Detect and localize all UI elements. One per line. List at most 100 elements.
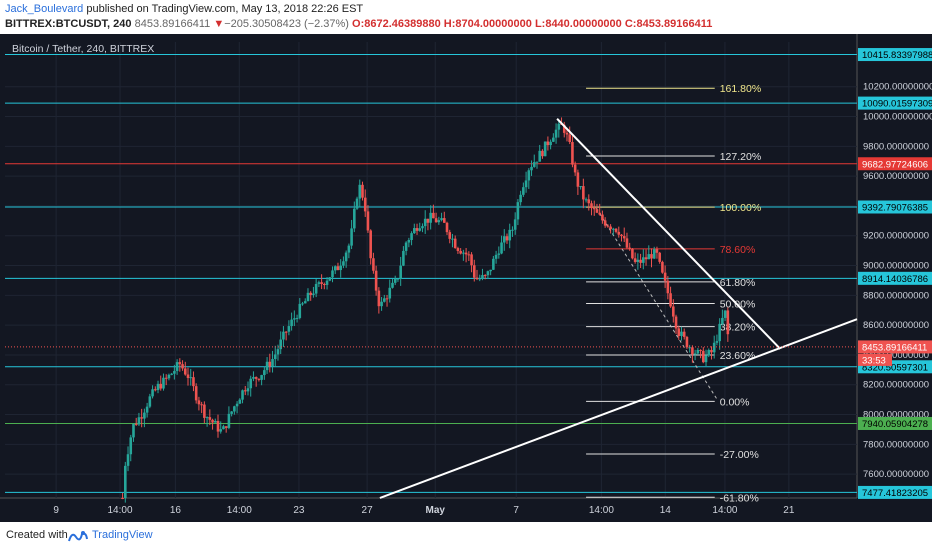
- candle-body: [181, 364, 184, 369]
- candle-body: [625, 238, 629, 248]
- y-tick-label: 8800.00000000: [863, 290, 929, 301]
- candle-body: [704, 355, 708, 363]
- candle-body: [388, 287, 392, 299]
- down-arrow-icon: ▼: [213, 18, 225, 30]
- candle-body: [246, 388, 250, 392]
- candle-body: [622, 236, 626, 239]
- candle-body: [584, 199, 588, 201]
- trendline[interactable]: [556, 118, 782, 350]
- candle-body: [366, 211, 370, 231]
- candle-body: [685, 336, 689, 348]
- candle-body: [628, 247, 631, 249]
- candle-body: [565, 132, 569, 135]
- fib-level-label: 161.80%: [720, 83, 761, 95]
- x-tick-label: 14:00: [108, 505, 133, 516]
- countdown-label: 33:53: [862, 355, 886, 366]
- candle-body: [273, 354, 277, 360]
- level-price-tag: [858, 96, 932, 110]
- candle-body: [333, 266, 337, 271]
- candle-body: [213, 420, 217, 423]
- candle-body: [183, 368, 187, 375]
- level-price-tag: [858, 48, 932, 62]
- candle-body: [295, 317, 299, 319]
- price-chart[interactable]: 10200.00000000 10000.00000000 9800.0000000…: [0, 34, 932, 522]
- candle-body: [309, 292, 312, 295]
- last-price: 8453.89166411: [134, 18, 211, 30]
- candle-body: [486, 271, 490, 276]
- created-with-text: Created with: [6, 529, 68, 541]
- candle-body: [426, 218, 430, 223]
- candle-body: [137, 417, 141, 425]
- x-tick-label: 27: [362, 505, 374, 516]
- candle-body: [445, 222, 449, 233]
- candle-body: [279, 339, 283, 350]
- candle-body: [527, 170, 531, 181]
- candle-body: [644, 257, 648, 260]
- candle-body: [383, 298, 386, 302]
- candle-body: [241, 390, 244, 400]
- symbol-label: BITTREX:BTCUSDT, 240: [5, 18, 132, 30]
- candle-body: [483, 275, 487, 277]
- candle-body: [636, 259, 640, 262]
- candle-body: [156, 383, 160, 391]
- candle-body: [453, 238, 457, 249]
- chart-title: Bitcoin / Tether, 240, BITTREX: [12, 43, 154, 55]
- candle-body: [609, 226, 612, 230]
- candle-body: [380, 301, 383, 307]
- candle-body: [568, 134, 572, 143]
- candle-body: [312, 293, 315, 295]
- fib-level-label: 23.60%: [720, 350, 756, 362]
- candle-body: [162, 377, 165, 389]
- candle-body: [238, 399, 242, 404]
- candle-body: [538, 150, 542, 162]
- level-price-label: 8320.50597301: [862, 362, 928, 373]
- candle-body: [516, 202, 520, 220]
- candle-body: [252, 377, 255, 379]
- candle-body: [590, 203, 593, 209]
- candle-body: [418, 228, 422, 231]
- candle-body: [211, 419, 214, 423]
- y-tick-label: 7800.00000000: [863, 439, 929, 450]
- candle-body: [462, 252, 465, 254]
- candle-body: [140, 417, 143, 419]
- candle-body: [227, 413, 231, 428]
- candle-body: [284, 331, 288, 333]
- y-tick-label: 9600.00000000: [863, 171, 929, 182]
- candle-body: [693, 353, 697, 355]
- candle-body: [372, 258, 375, 271]
- chart-panel[interactable]: 10200.00000000 10000.00000000 9800.0000000…: [0, 34, 932, 522]
- candle-body: [718, 323, 721, 342]
- candle-body: [353, 208, 356, 229]
- candle-body: [633, 258, 637, 262]
- ohlc-line: BITTREX:BTCUSDT, 240 8453.89166411 ▼−205…: [5, 18, 712, 30]
- candle-body: [423, 218, 427, 227]
- candle-body: [153, 389, 157, 391]
- candle-body: [363, 197, 367, 212]
- level-price-label: 9392.79076385: [862, 202, 928, 213]
- candle-body: [494, 254, 498, 259]
- candle-body: [680, 331, 683, 337]
- candle-body: [513, 219, 517, 230]
- candle-body: [530, 166, 533, 171]
- candle-body: [579, 186, 582, 188]
- candle-body: [587, 199, 591, 204]
- level-price-tag: [858, 157, 932, 171]
- x-tick-label: May: [426, 505, 446, 516]
- tradingview-brand[interactable]: TradingView: [92, 529, 153, 541]
- candle-body: [129, 437, 133, 455]
- candle-body: [303, 301, 307, 304]
- author-link[interactable]: Jack_Boulevard: [5, 3, 84, 15]
- candle-body: [260, 375, 263, 380]
- level-price-tag: [858, 416, 932, 430]
- candle-body: [691, 347, 694, 355]
- candle-body: [715, 341, 719, 343]
- candle-body: [205, 417, 209, 419]
- trendline[interactable]: [379, 318, 858, 499]
- candle-body: [219, 429, 223, 432]
- candle-body: [440, 218, 443, 221]
- current-price-tag: [858, 340, 932, 354]
- candle-body: [134, 423, 138, 425]
- candle-body: [192, 377, 195, 387]
- candle-body: [710, 349, 713, 353]
- level-price-label: 7940.05904278: [862, 419, 928, 430]
